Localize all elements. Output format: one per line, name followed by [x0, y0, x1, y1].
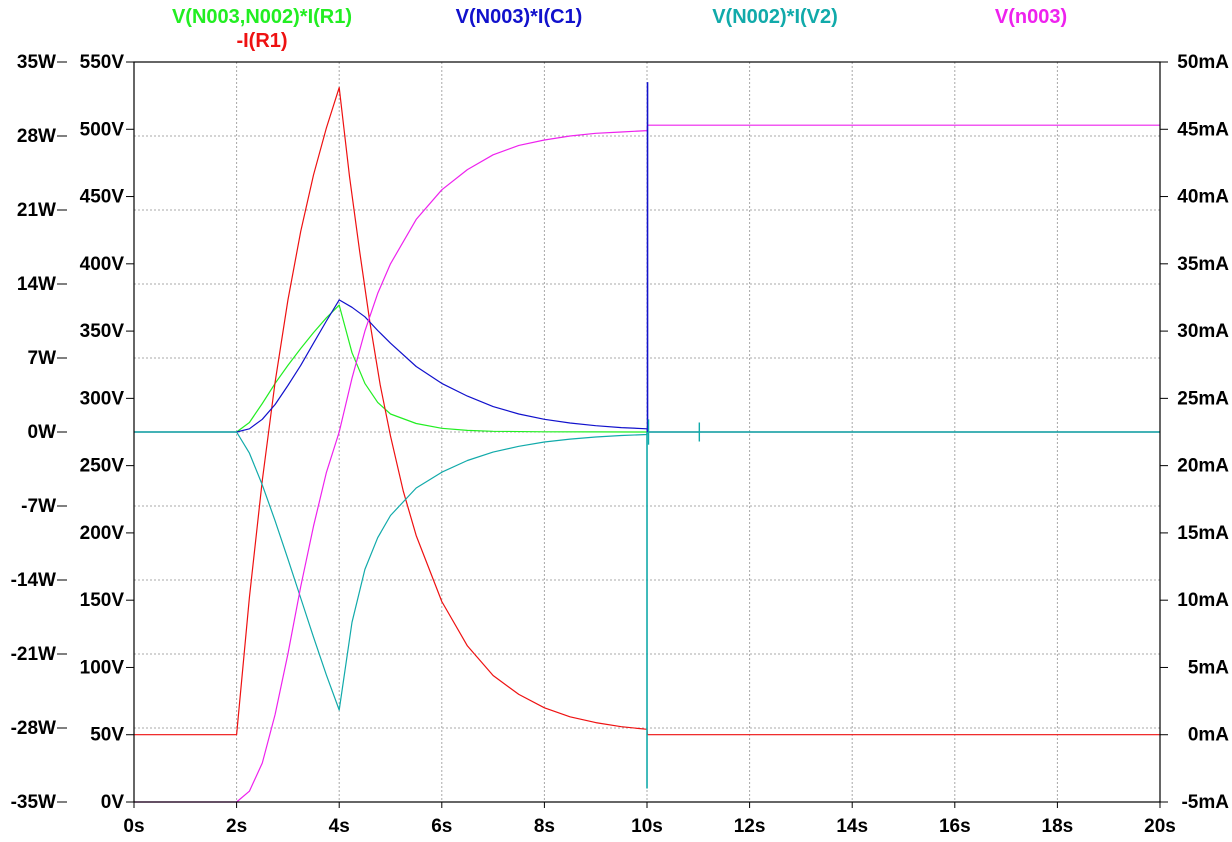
x-tick-label: 4s — [329, 816, 350, 837]
voltage-tick-label: 500V — [80, 119, 125, 140]
voltage-tick-label: 550V — [80, 52, 125, 73]
voltage-tick-label: 200V — [80, 523, 125, 544]
power-tick-label: 35W — [17, 52, 56, 73]
current-tick-label: 15mA — [1177, 523, 1229, 544]
series-line-v-n002-i-v2 — [134, 431, 1160, 711]
series-line-v-n003-n002-i-r1 — [134, 304, 1160, 433]
voltage-tick-label: 300V — [80, 388, 125, 409]
current-tick-label: 25mA — [1177, 388, 1229, 409]
x-tick-label: 18s — [1042, 816, 1074, 837]
power-tick-label: 21W — [17, 200, 56, 221]
x-tick-label: 8s — [534, 816, 555, 837]
power-tick-label: -21W — [11, 644, 56, 665]
power-tick-label: -14W — [11, 570, 56, 591]
x-tick-label: 14s — [836, 816, 868, 837]
current-tick-label: 45mA — [1177, 119, 1229, 140]
voltage-tick-label: 0V — [101, 792, 125, 813]
x-tick-label: 12s — [734, 816, 766, 837]
legend-label-v-n002-i-v2[interactable]: V(N002)*I(V2) — [712, 6, 838, 28]
current-tick-label: 0mA — [1188, 725, 1229, 746]
legend-label-i-r1[interactable]: -I(R1) — [236, 30, 287, 52]
power-tick-label: 0W — [28, 422, 57, 443]
voltage-tick-label: 150V — [80, 590, 125, 611]
current-tick-label: -5mA — [1181, 792, 1229, 813]
series-line-v-n003 — [134, 124, 1160, 803]
x-tick-label: 10s — [631, 816, 663, 837]
current-tick-label: 10mA — [1177, 590, 1229, 611]
legend-label-v-n003[interactable]: V(n003) — [995, 6, 1067, 28]
power-tick-label: 14W — [17, 274, 56, 295]
legend-label-v-n003-i-c1[interactable]: V(N003)*I(C1) — [456, 6, 583, 28]
power-tick-label: 7W — [28, 348, 57, 369]
power-tick-label: -28W — [11, 718, 56, 739]
x-tick-label: 6s — [431, 816, 452, 837]
legend: V(N003,N002)*I(R1)-I(R1) V(N003)*I(C1) V(N… — [172, 6, 1067, 52]
series-line-v-n003-i-c1 — [134, 299, 1160, 433]
current-tick-label: 50mA — [1177, 52, 1229, 73]
current-tick-label: 5mA — [1188, 657, 1229, 678]
tick-layer: 0s 2s 4s 6s 8s 10s 12s 14s 16s 18s 20s -35W -28W -21W… — [11, 52, 1230, 837]
voltage-tick-label: 450V — [80, 187, 125, 208]
current-tick-label: 40mA — [1177, 187, 1229, 208]
legend-label-v-n003-n002-i-r1[interactable]: V(N003,N002)*I(R1) — [172, 6, 352, 28]
current-tick-label: 20mA — [1177, 456, 1229, 477]
voltage-tick-label: 100V — [80, 657, 125, 678]
power-tick-label: -7W — [21, 496, 56, 517]
x-tick-label: 0s — [123, 816, 144, 837]
power-tick-label: -35W — [11, 792, 56, 813]
current-tick-label: 35mA — [1177, 254, 1229, 275]
voltage-tick-label: 400V — [80, 254, 125, 275]
series-line-i-r1 — [134, 86, 1160, 736]
series-layer — [134, 82, 1160, 803]
current-tick-label: 30mA — [1177, 321, 1229, 342]
voltage-tick-label: 50V — [90, 725, 124, 746]
x-tick-label: 16s — [939, 816, 971, 837]
x-tick-label: 2s — [226, 816, 247, 837]
voltage-tick-label: 250V — [80, 456, 125, 477]
x-tick-label: 20s — [1144, 816, 1176, 837]
voltage-tick-label: 350V — [80, 321, 125, 342]
power-tick-label: 28W — [17, 126, 56, 147]
